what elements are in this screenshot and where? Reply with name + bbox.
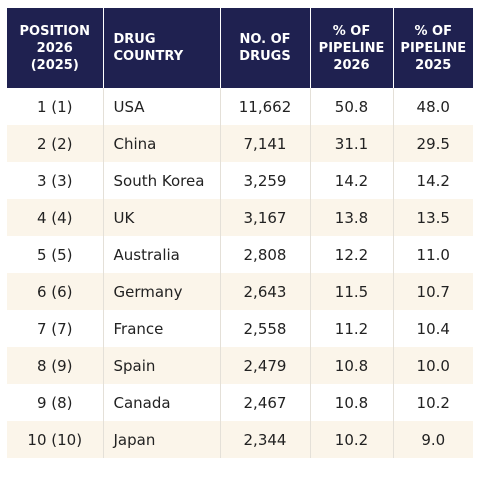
country-cell: France: [103, 310, 221, 347]
data-cell: 3,167: [220, 199, 311, 236]
header-text: COUNTRY: [113, 49, 184, 64]
country-cell: Australia: [103, 236, 221, 273]
table-row: 3 (3) South Korea 3,259 14.2 14.2: [7, 162, 473, 199]
data-cell: 13.8: [310, 199, 394, 236]
header-cell: DRUG COUNTRY: [103, 8, 221, 88]
data-cell: 10.2: [416, 393, 450, 412]
header-text: 2026: [333, 57, 370, 73]
table-body: 1 (1) USA 11,662 50.8 48.0 2 (2) China 7,141 31.…: [7, 88, 473, 458]
country-cell: Germany: [103, 273, 221, 310]
country-cell: Canada: [103, 384, 221, 421]
header-cell: POSITION 2026 (2025): [7, 8, 104, 88]
country-cell: UK: [103, 199, 221, 236]
data-cell: 8 (9): [7, 347, 104, 384]
table-row: 10 (10) Japan 2,344 10.2 9.0: [7, 421, 473, 458]
data-cell: 11.5: [310, 273, 394, 310]
header-text: % OF: [414, 23, 452, 39]
data-cell: 11.2: [310, 310, 394, 347]
header-text: PIPELINE: [318, 40, 385, 56]
table-row: 2 (2) China 7,141 31.1 29.5: [7, 125, 473, 162]
data-cell: 3 (3): [7, 162, 104, 199]
data-cell: 2,467: [220, 384, 311, 421]
table-container: POSITION 2026 (2025) DRUG COUNTRY NO. OF DRUG…: [7, 8, 473, 458]
country-cell: China: [103, 125, 221, 162]
data-cell: 2,808: [220, 236, 311, 273]
data-cell: 2,344: [220, 421, 311, 458]
data-cell: 50.8: [310, 88, 394, 125]
data-cell: 10.8: [310, 384, 394, 421]
table-row: 6 (6) Germany 2,643 11.5 10.7: [7, 273, 473, 310]
table-row: 4 (4) UK 3,167 13.8 13.5: [7, 199, 473, 236]
country-cell: USA: [103, 88, 221, 125]
data-cell: 3,259: [220, 162, 311, 199]
data-cell: 29.5: [393, 125, 473, 162]
header-text: % OF: [332, 23, 371, 39]
country-cell: South Korea: [103, 162, 221, 199]
data-cell: 2,479: [220, 347, 311, 384]
ranking-table: POSITION 2026 (2025) DRUG COUNTRY NO. OF DRUG…: [7, 8, 473, 458]
data-cell: 2 (2): [7, 125, 104, 162]
data-cell: 2,643: [220, 273, 311, 310]
table-row: 7 (7) France 2,558 11.2 10.4: [7, 310, 473, 347]
data-cell: 14.2: [310, 162, 394, 199]
table-row: 5 (5) Australia 2,808 12.2 11.0: [7, 236, 473, 273]
header-cell: NO. OF DRUGS: [220, 8, 311, 88]
header-text: POSITION: [19, 23, 90, 39]
data-cell: 9 (8): [7, 384, 104, 421]
data-cell: 1 (1): [7, 88, 104, 125]
data-cell: 2,558: [220, 310, 311, 347]
data-cell: 7 (7): [7, 310, 104, 347]
data-cell: 4 (4): [7, 199, 104, 236]
data-cell: 12.2: [310, 236, 394, 273]
data-cell: 10.8: [310, 347, 394, 384]
country-cell: Spain: [103, 347, 221, 384]
header-text: DRUGS: [239, 49, 291, 64]
data-cell: 6 (6): [7, 273, 104, 310]
table-row: 1 (1) USA 11,662 50.8 48.0: [7, 88, 473, 125]
data-cell: 10.2: [310, 421, 394, 458]
data-cell: 11,662: [220, 88, 311, 125]
data-cell: 7,141: [220, 125, 311, 162]
header-cell: % OF PIPELINE 2026: [310, 8, 394, 88]
data-cell: 31.1: [310, 125, 394, 162]
data-cell: 11.0: [416, 245, 450, 264]
header-cell: % OF PIPELINE 2025: [393, 8, 473, 88]
header-text: NO. OF: [239, 32, 291, 47]
data-cell: 10.4: [416, 319, 450, 338]
header-row: POSITION 2026 (2025) DRUG COUNTRY NO. OF DRUG…: [7, 8, 473, 88]
data-cell: 5 (5): [7, 236, 104, 273]
header-text: 2025: [415, 57, 452, 73]
header-text: DRUG: [113, 32, 156, 47]
header-text: 2026 (2025): [30, 40, 79, 73]
data-cell: 10 (10): [7, 421, 104, 458]
data-cell: 48.0: [416, 97, 450, 116]
data-cell: 9.0: [393, 421, 473, 458]
data-cell: 13.5: [393, 199, 473, 236]
header-text: PIPELINE: [400, 40, 467, 56]
table-row: 9 (8) Canada 2,467 10.8 10.2: [7, 384, 473, 421]
table-row: 8 (9) Spain 2,479 10.8 10.0: [7, 347, 473, 384]
country-cell: Japan: [103, 421, 221, 458]
data-cell: 14.2: [416, 171, 450, 190]
data-cell: 10.0: [393, 347, 473, 384]
data-cell: 10.7: [393, 273, 473, 310]
